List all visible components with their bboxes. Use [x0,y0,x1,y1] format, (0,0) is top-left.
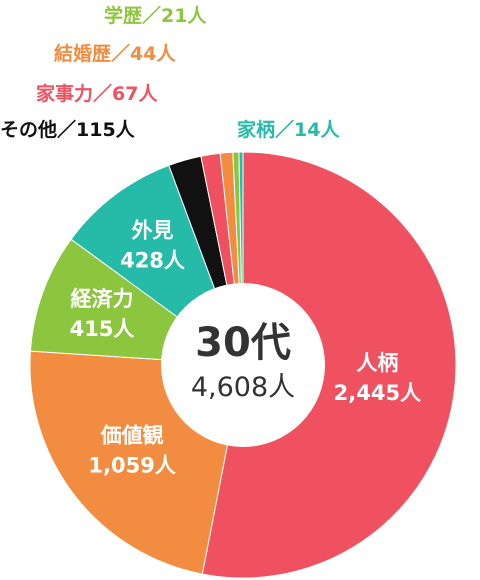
center-subtitle: 4,608人 [191,372,295,403]
slice-0 [201,151,457,579]
callout-5: 家事力／67人 [36,82,158,105]
slice-label-0: 人柄 [356,351,398,375]
slice-value-2: 415人 [70,317,135,341]
callout-8: 家柄／14人 [237,118,340,141]
slice-value-0: 2,445人 [334,381,421,405]
callout-4: その他／115人 [0,118,136,141]
slice-label-3: 外見 [132,218,174,242]
slice-label-1: 価値観 [100,424,164,448]
callout-6: 結婚歴／44人 [54,42,176,65]
slice-label-2: 経済力 [71,287,134,311]
center-circle [161,283,325,447]
slice-value-1: 1,059人 [88,454,175,478]
center-title: 30代 [195,320,291,366]
slice-value-3: 428人 [120,248,185,272]
callout-7: 学歴／21人 [104,4,207,27]
